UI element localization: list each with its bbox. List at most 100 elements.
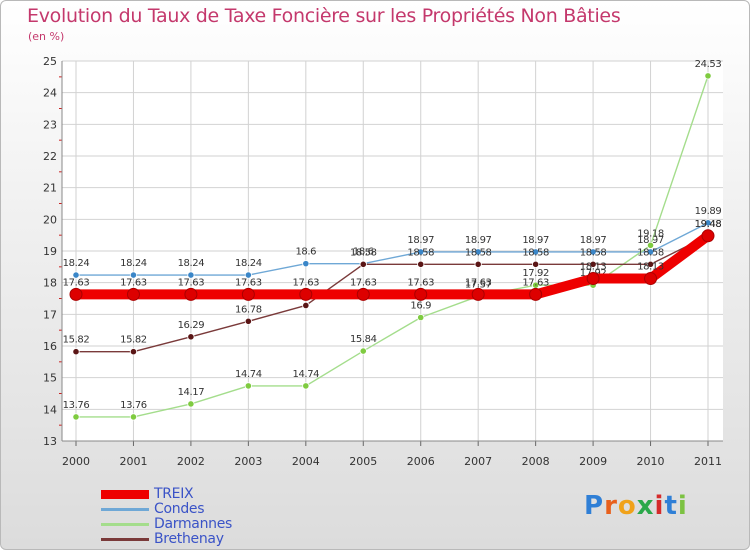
data-label-treix: 19.48 [695,219,722,230]
y-tick-label: 25 [43,55,57,68]
data-label-brethenay: 18.58 [522,247,549,258]
data-label-brethenay: 19.48 [695,219,722,230]
data-label-condes: 18.24 [235,258,262,269]
data-label-treix: 18.13 [637,262,664,273]
data-point-brethenay [244,317,252,325]
data-label-darmannes: 13.76 [63,400,90,411]
x-tick-label: 2004 [292,455,320,468]
y-tick-label: 18 [43,277,57,290]
legend-item-treix: TREIX [101,486,194,502]
x-tick-label: 2006 [407,455,435,468]
legend-swatch [101,507,149,511]
legend-label: TREIX [154,486,194,502]
data-label-brethenay: 18.58 [407,247,434,258]
data-label-brethenay: 18.58 [465,247,492,258]
data-label-treix: 18.13 [580,262,607,273]
data-label-brethenay: 15.82 [63,335,90,346]
data-label-treix: 17.63 [350,277,377,288]
chart-title: Evolution du Taux de Taxe Foncière sur l… [27,5,621,27]
legend-label: Condes [154,501,205,517]
data-point-treix [126,287,140,301]
data-label-treix: 17.63 [178,277,205,288]
data-label-condes: 18.97 [407,235,434,246]
data-point-condes [474,248,482,256]
legend-swatch [101,522,149,526]
data-point-darmannes [302,382,310,390]
data-label-brethenay: 15.82 [120,335,147,346]
data-label-treix: 17.63 [407,277,434,288]
legend-label: Darmannes [154,516,233,532]
data-point-condes [417,248,425,256]
data-point-condes [187,271,195,279]
data-point-treix [414,287,428,301]
y-tick-label: 22 [43,150,57,163]
data-label-condes: 19.89 [695,206,722,217]
data-point-darmannes [72,413,80,421]
data-point-darmannes [646,241,655,249]
logo-letter: x [636,491,655,521]
y-tick-label: 21 [43,182,57,195]
x-tick-label: 2008 [522,455,550,468]
data-label-condes: 18.97 [522,235,549,246]
data-point-brethenay [359,260,367,268]
data-point-brethenay [474,260,482,268]
data-point-condes [704,219,712,227]
data-label-darmannes: 17.92 [522,268,549,279]
data-point-darmannes [129,413,138,421]
y-tick-label: 19 [43,245,57,258]
y-tick-label: 20 [43,213,57,226]
x-tick-label: 2011 [694,455,722,468]
data-label-condes: 18.24 [120,258,147,269]
x-tick-label: 2009 [579,455,607,468]
y-tick-label: 15 [43,372,57,385]
data-point-treix [69,287,83,301]
data-label-brethenay: 16.78 [235,304,262,315]
x-tick-label: 2002 [177,455,205,468]
series-line-condes [76,222,709,276]
data-label-darmannes: 14.17 [178,387,205,398]
logo-letter: i [654,491,665,521]
data-label-darmannes: 14.74 [235,369,262,380]
x-tick-label: 2001 [119,455,147,468]
data-point-treix [644,272,658,286]
data-point-treix [529,287,543,301]
data-label-darmannes: 14.74 [292,369,319,380]
proxiti-logo: Proxiti [584,491,688,521]
logo-letter: t [664,491,678,521]
y-tick-label: 14 [43,403,57,416]
data-label-treix: 17.63 [292,277,319,288]
data-label-condes: 18.97 [465,235,492,246]
data-label-condes: 18.24 [178,258,205,269]
data-label-condes: 18.24 [63,258,90,269]
data-point-brethenay [646,260,655,268]
data-label-condes: 18.97 [580,235,607,246]
y-tick-label: 24 [43,87,57,100]
x-tick-label: 2007 [464,455,492,468]
data-point-brethenay [129,348,138,356]
legend-item-brethenay: Brethenay [101,532,224,546]
logo-letter: r [604,491,618,521]
data-label-brethenay: 18.58 [580,247,607,258]
data-label-treix: 17.63 [465,277,492,288]
data-label-treix: 17.63 [235,277,262,288]
data-label-treix: 17.63 [120,277,147,288]
data-point-brethenay [72,348,80,356]
data-point-brethenay [532,260,540,268]
data-point-darmannes [704,72,712,80]
x-tick-label: 2005 [349,455,377,468]
y-tick-label: 16 [43,340,57,353]
legend-swatch [101,489,149,499]
data-point-brethenay [302,301,310,310]
series-line-brethenay [76,235,709,353]
x-tick-label: 2010 [637,455,665,468]
data-label-condes: 18.6 [295,247,316,258]
data-point-brethenay [187,333,195,341]
data-point-darmannes [417,313,425,322]
data-label-treix: 17.63 [63,277,90,288]
data-point-darmannes [244,382,252,390]
legend-label: Brethenay [154,531,224,547]
data-point-darmannes [359,347,367,355]
data-label-brethenay: 18.58 [350,247,377,258]
